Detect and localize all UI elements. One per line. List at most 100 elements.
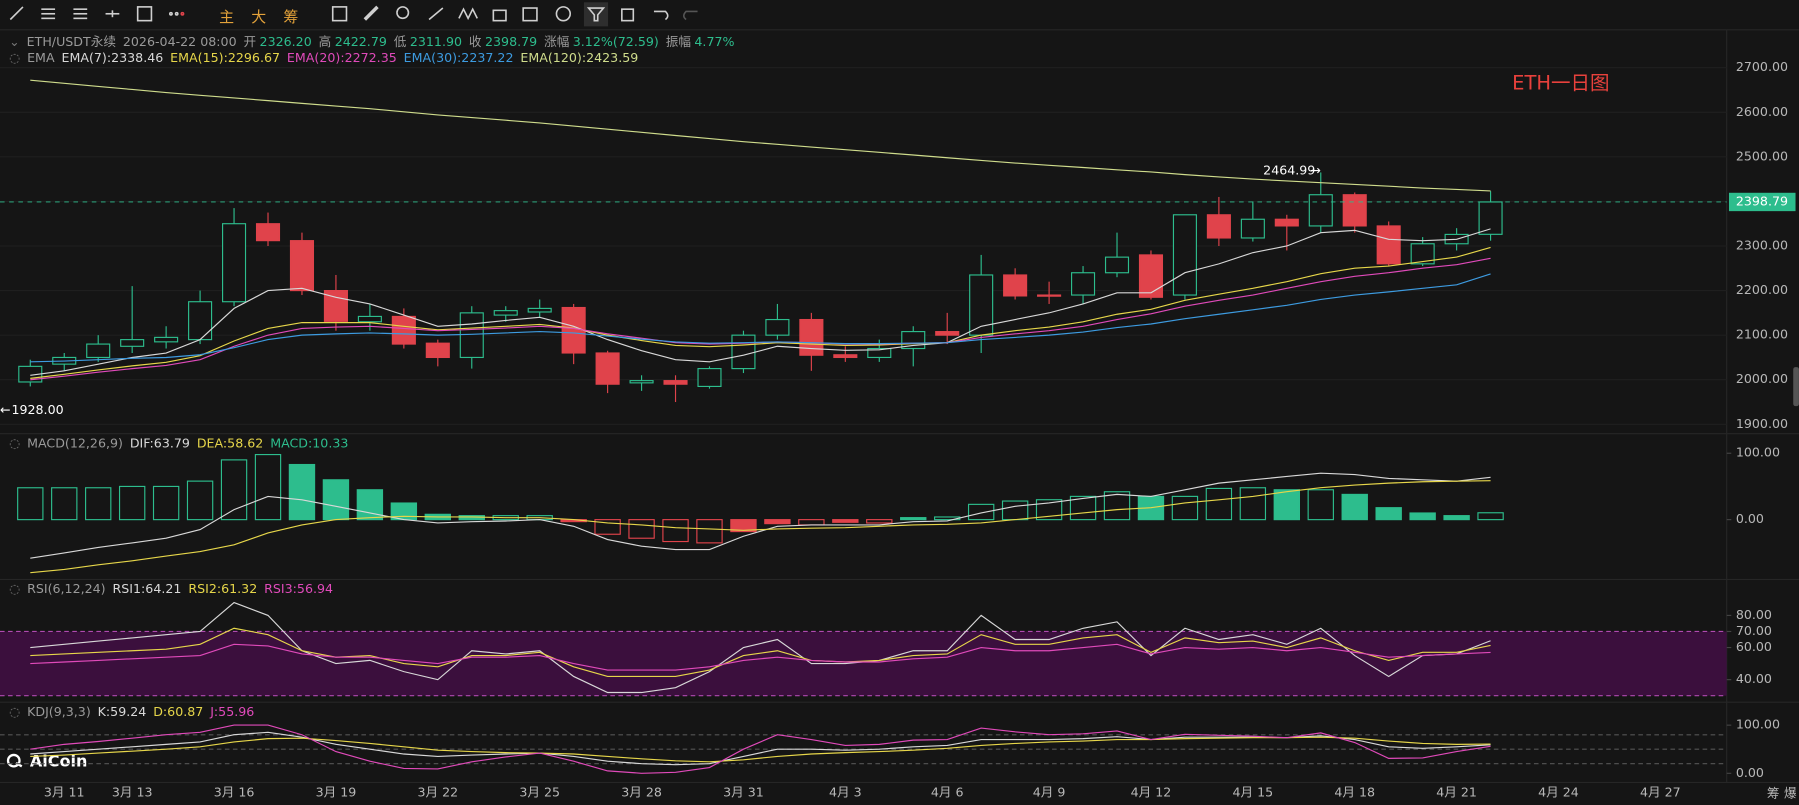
candle-body xyxy=(935,331,960,336)
indicator-line xyxy=(30,724,1491,774)
candle-body xyxy=(289,240,315,292)
candle-body xyxy=(1308,194,1333,227)
tool-undo[interactable] xyxy=(653,10,669,21)
candle-body xyxy=(222,223,247,303)
x-tick-label: 4月 9 xyxy=(1033,784,1066,799)
candle-body xyxy=(255,223,281,242)
candle-body xyxy=(391,315,416,345)
tool-delete[interactable] xyxy=(621,8,635,22)
pane-title: KDJ(9,3,3) xyxy=(27,704,91,720)
indicator-line xyxy=(30,736,1491,763)
x-tick-label: 4月 12 xyxy=(1131,784,1172,799)
tool-more[interactable] xyxy=(168,11,185,16)
tool-ruler[interactable] xyxy=(363,5,379,21)
tool-magnet[interactable] xyxy=(555,6,572,22)
candle-body xyxy=(867,347,892,359)
macd-bar xyxy=(764,519,791,525)
candle-body xyxy=(1376,225,1401,265)
high-annotation: 2464.99 xyxy=(1263,162,1315,177)
high-arrow: → xyxy=(1310,162,1321,177)
candle-body xyxy=(425,342,450,359)
legend-row: ◌ RSI(6,12,24) RSI1:64.21 RSI2:61.32 RSI3:56… xyxy=(9,582,333,597)
macd-bar xyxy=(662,519,689,543)
tool-zoom[interactable] xyxy=(396,6,410,20)
legend-entry: EMA(15):2296.67 xyxy=(170,50,281,66)
candle-body xyxy=(1240,218,1265,239)
tool-line[interactable] xyxy=(9,6,24,21)
tool-copy[interactable] xyxy=(331,6,348,22)
candle-body xyxy=(1274,218,1299,227)
legend-entry: EMA(120):2423.59 xyxy=(520,50,639,66)
legend-row: ◌ EMA EMA(7):2338.46 EMA(15):2296.67 EMA(20)… xyxy=(9,50,638,65)
legend-entry: RSI2:61.32 xyxy=(188,581,258,597)
macd-bar xyxy=(220,459,248,521)
tool-cross[interactable] xyxy=(105,10,120,18)
macd-bar xyxy=(730,519,757,533)
macd-bar xyxy=(832,519,859,523)
field-label: 高 xyxy=(318,34,332,50)
x-tick-label: 3月 11 xyxy=(44,784,85,799)
tool-eye[interactable] xyxy=(522,7,538,22)
candle-body xyxy=(1037,294,1062,297)
y-tick-label: 2300.00 xyxy=(1736,237,1788,252)
x-tick-label: 4月 15 xyxy=(1233,784,1274,799)
candle-body xyxy=(1003,274,1028,297)
x-tick-label: 3月 16 xyxy=(214,784,255,799)
field-label: 振幅 xyxy=(665,34,691,50)
alert-icon[interactable]: ◌ xyxy=(9,704,21,720)
macd-bar xyxy=(1035,499,1063,521)
macd-bar xyxy=(1171,495,1199,521)
field-value: 2398.79 xyxy=(484,33,538,49)
alert-icon[interactable]: ◌ xyxy=(9,435,21,451)
field-label: 开 xyxy=(243,34,257,50)
last-price-box xyxy=(1728,192,1796,212)
tool-filter[interactable] xyxy=(586,7,606,22)
pane-title: MACD(12,26,9) xyxy=(27,435,123,451)
candle-body xyxy=(527,307,552,313)
toolbar-button[interactable]: 大 xyxy=(251,9,267,27)
tool-rect[interactable] xyxy=(136,6,153,22)
legend-row: ◌ KDJ(9,3,3) K:59.24 D:60.87 J:55.96 xyxy=(9,704,254,719)
tool-hlines[interactable] xyxy=(41,8,56,20)
candle-body xyxy=(459,312,484,359)
field-value: 2422.79 xyxy=(334,33,387,49)
toolbar-button[interactable]: 主 xyxy=(219,9,235,27)
macd-bar xyxy=(1103,491,1131,521)
tool-wave[interactable] xyxy=(458,7,478,21)
macd-bar xyxy=(1239,487,1267,521)
symbol: ETH/USDT永续 xyxy=(26,34,116,50)
corner-item[interactable]: 筹 xyxy=(1767,785,1780,800)
alert-icon[interactable]: ◌ xyxy=(9,50,21,66)
macd-bar xyxy=(798,519,825,526)
chart-title: ETH一日图 xyxy=(1512,71,1609,94)
y-tick-label: 80.00 xyxy=(1736,607,1772,622)
scroll-handle[interactable] xyxy=(1793,367,1799,407)
y-tick-label: 70.00 xyxy=(1736,623,1772,638)
header-row: ⌄ ETH/USDT永续 2026-04-22 08:00 开 2326.20 高 2… xyxy=(9,32,734,50)
y-tick-label: 2600.00 xyxy=(1736,104,1788,119)
field-value: 2311.90 xyxy=(409,33,463,49)
macd-bar xyxy=(1409,512,1436,521)
legend-entry: J:55.96 xyxy=(210,704,255,720)
candle-body xyxy=(1342,194,1367,227)
x-tick-label: 3月 13 xyxy=(112,784,153,799)
toolbar-button[interactable]: 筹 xyxy=(283,9,299,27)
corner-item[interactable]: 爆 xyxy=(1784,785,1797,800)
candle-body xyxy=(1071,272,1096,296)
toolbar-icons xyxy=(9,2,698,27)
macd-bar xyxy=(1001,500,1029,521)
rsi-band xyxy=(0,631,1727,696)
legend-entry: MACD:10.33 xyxy=(270,435,349,451)
tool-pen[interactable] xyxy=(428,7,444,21)
macd-bar xyxy=(1443,515,1470,521)
x-tick-label: 4月 21 xyxy=(1436,784,1477,799)
field-label: 低 xyxy=(393,34,407,50)
macd-bar xyxy=(1341,493,1368,521)
tool-lock[interactable] xyxy=(492,9,507,22)
collapse-icon[interactable]: ⌄ xyxy=(9,33,20,49)
indicator-line xyxy=(30,627,1491,678)
tool-menu[interactable] xyxy=(73,8,88,20)
pane-title: RSI(6,12,24) xyxy=(27,581,106,597)
alert-icon[interactable]: ◌ xyxy=(9,581,21,597)
